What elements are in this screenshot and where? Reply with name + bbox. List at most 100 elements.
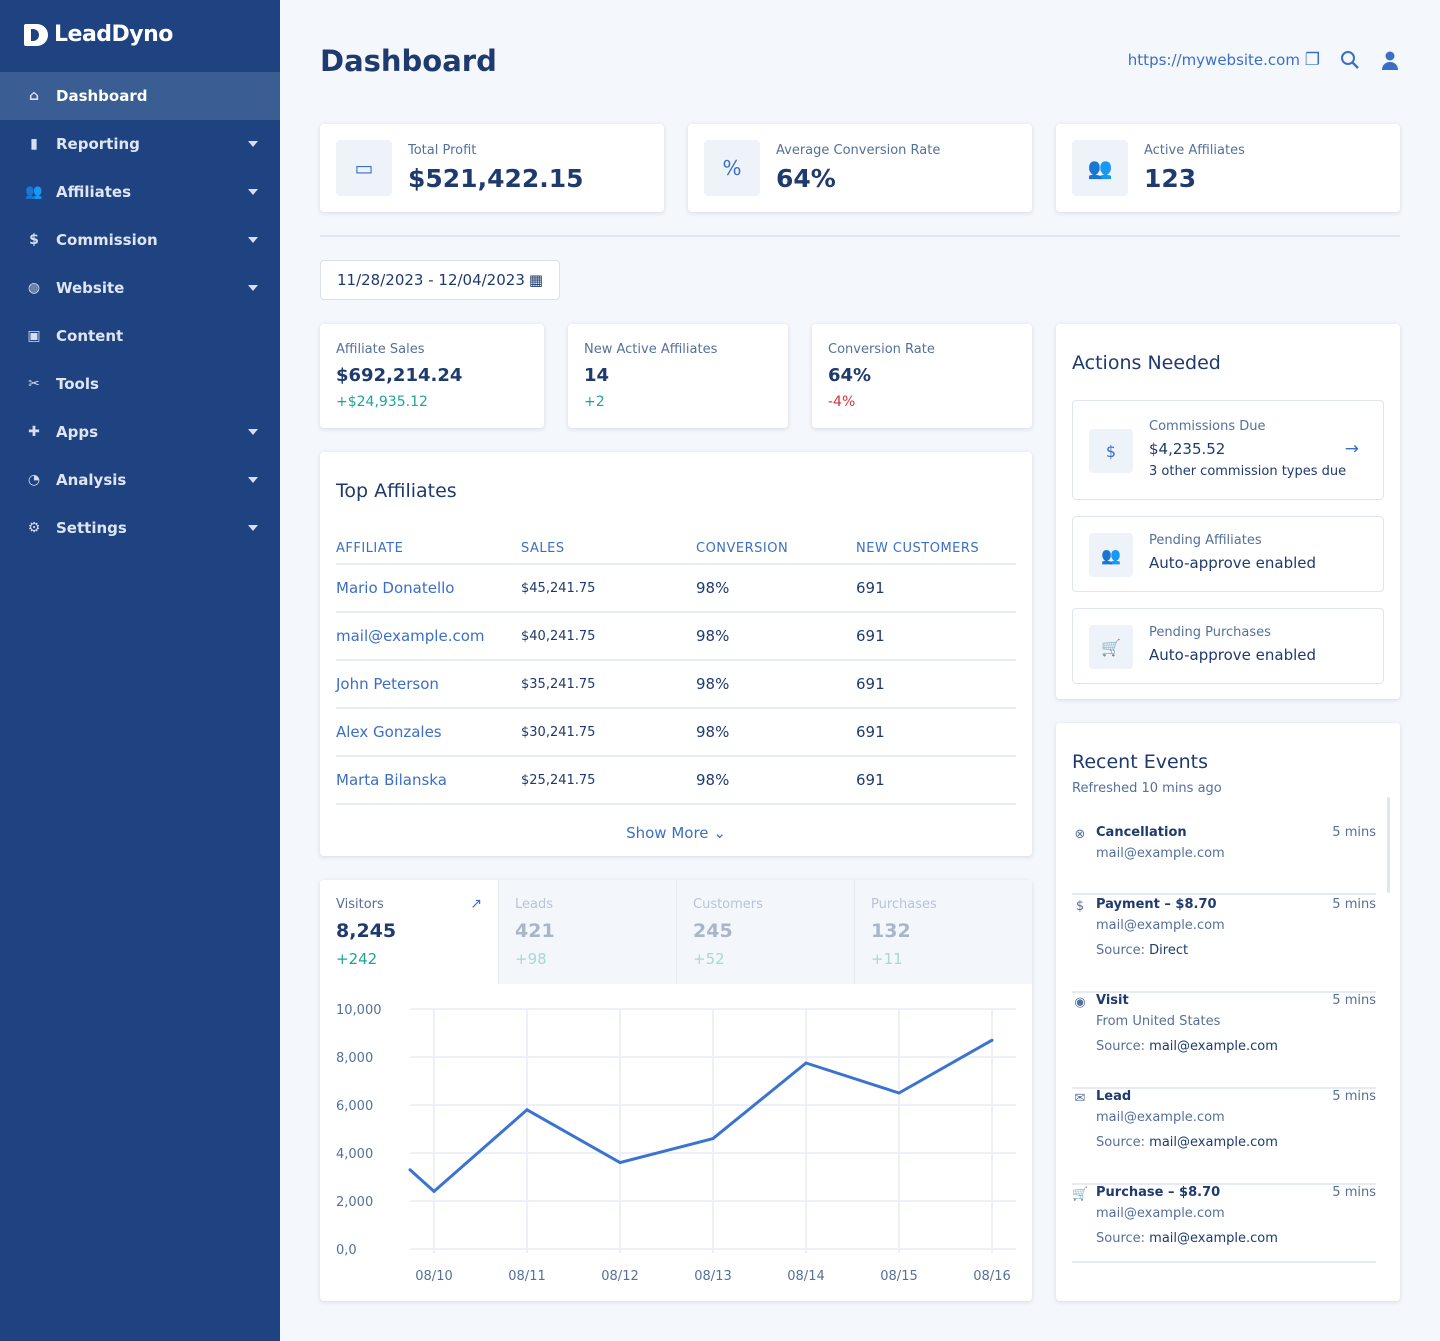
sidebar-item-affiliates[interactable]: 👥 Affiliates (0, 168, 280, 216)
external-link-icon[interactable]: ↗ (470, 896, 482, 912)
column-header[interactable]: CONVERSION (696, 534, 856, 565)
copy-icon[interactable]: ❐ (1304, 50, 1320, 70)
event-title: Purchase – $8.70 (1096, 1185, 1221, 1200)
event-title: Visit (1096, 993, 1129, 1008)
kpi-label: Total Profit (408, 143, 477, 158)
pie-chart-icon: ◔ (27, 472, 41, 488)
arrow-right-icon[interactable]: → (1344, 439, 1359, 459)
sidebar-item-reporting[interactable]: ▮ Reporting (0, 120, 280, 168)
website-link[interactable]: https://mywebsite.com ❐ (1128, 50, 1320, 70)
top-affiliates-table: AFFILIATE SALES CONVERSION NEW CUSTOMERS Mar… (336, 534, 1016, 805)
action-text: Commissions Due $4,235.52 3 other commissi… (1149, 401, 1346, 499)
table-cell: 691 (856, 708, 1016, 757)
brand-name: LeadDyno (54, 22, 173, 47)
tab-leads[interactable]: Leads 421 +98 (498, 880, 676, 984)
section-title: Top Affiliates (336, 480, 457, 502)
sidebar: LeadDyno ⌂ Dashboard ▮ Reporting 👥 Affiliates… (0, 0, 280, 1341)
y-tick-label: 2,000 (336, 1195, 373, 1210)
table-cell: $25,241.75 (521, 756, 696, 805)
kpi-text: Average Conversion Rate 64% (776, 143, 940, 193)
action-text: Pending Affiliates Auto-approve enabled (1149, 517, 1316, 591)
tab-visitors[interactable]: Visitors 8,245 +242 ↗ (320, 880, 498, 984)
action-label: Pending Purchases (1149, 625, 1271, 640)
tab-label: Customers (693, 897, 763, 912)
logo[interactable]: LeadDyno (24, 22, 173, 47)
gear-icon: ⚙ (27, 520, 41, 536)
stat-value: $692,214.24 (336, 365, 463, 386)
tab-customers[interactable]: Customers 245 +52 (676, 880, 854, 984)
percent-badge-icon: % (704, 140, 760, 196)
sidebar-item-analysis[interactable]: ◔ Analysis (0, 456, 280, 504)
column-header[interactable]: NEW CUSTOMERS (856, 534, 1016, 565)
event-source: Source: mail@example.com (1096, 1135, 1376, 1150)
affiliate-link[interactable]: John Peterson (336, 660, 521, 709)
event-detail: mail@example.com (1096, 1206, 1225, 1221)
event-time: 5 mins (1332, 1185, 1376, 1200)
sidebar-item-website[interactable]: ◍ Website (0, 264, 280, 312)
tab-label: Visitors (336, 897, 384, 912)
table-cell: 98% (696, 756, 856, 805)
user-icon[interactable] (1380, 50, 1400, 70)
event-title: Lead (1096, 1089, 1132, 1104)
sidebar-item-tools[interactable]: ✂ Tools (0, 360, 280, 408)
affiliate-link[interactable]: Marta Bilanska (336, 756, 521, 805)
refreshed-text: Refreshed 10 mins ago (1072, 781, 1222, 796)
action-label: Commissions Due (1149, 419, 1266, 434)
x-tick-label: 08/16 (973, 1269, 1010, 1284)
section-title: Recent Events (1072, 751, 1209, 773)
x-circle-icon: ⊗ (1074, 827, 1086, 842)
tab-delta: +242 (336, 950, 378, 968)
source-value: mail@example.com (1149, 1231, 1278, 1246)
event-item[interactable]: 🛒 Purchase – $8.70 5 mins mail@example.com S… (1072, 1185, 1376, 1263)
tab-label: Leads (515, 897, 554, 912)
tab-label: Purchases (871, 897, 937, 912)
event-item[interactable]: ◉ Visit 5 mins From United States Source: ma… (1072, 993, 1376, 1089)
table-cell: 98% (696, 612, 856, 661)
sidebar-item-settings[interactable]: ⚙ Settings (0, 504, 280, 552)
sidebar-item-label: Apps (56, 423, 99, 441)
users-icon: 👥 (25, 184, 43, 200)
table-cell: $35,241.75 (521, 660, 696, 709)
action-item-pending-affiliates[interactable]: 👥 Pending Affiliates Auto-approve enabled (1072, 516, 1384, 592)
action-label: Pending Affiliates (1149, 533, 1262, 548)
action-value: Auto-approve enabled (1149, 554, 1317, 572)
event-time: 5 mins (1332, 897, 1376, 912)
sidebar-item-apps[interactable]: ✚ Apps (0, 408, 280, 456)
wallet-icon: ▭ (336, 140, 392, 196)
affiliate-link[interactable]: mail@example.com (336, 612, 521, 661)
sidebar-item-label: Dashboard (56, 87, 148, 105)
event-item[interactable]: ⊗ Cancellation 5 mins mail@example.com (1072, 825, 1376, 895)
stat-label: Conversion Rate (828, 342, 935, 357)
chevron-down-icon: ⌄ (713, 824, 726, 842)
puzzle-icon: ✚ (28, 424, 40, 440)
event-source: Source: mail@example.com (1096, 1039, 1376, 1054)
affiliate-link[interactable]: Alex Gonzales (336, 708, 521, 757)
event-item[interactable]: ✉ Lead 5 mins mail@example.com Source: mail@… (1072, 1089, 1376, 1185)
action-item-commissions-due[interactable]: $ → Commissions Due $4,235.52 3 other commis… (1072, 400, 1384, 500)
y-tick-label: 6,000 (336, 1099, 373, 1114)
sidebar-item-dashboard[interactable]: ⌂ Dashboard (0, 72, 280, 120)
globe-icon: ◍ (27, 280, 41, 296)
caret-down-icon (248, 189, 258, 195)
date-range-picker[interactable]: 11/28/2023 - 12/04/2023 ▦ (320, 260, 560, 300)
tab-purchases[interactable]: Purchases 132 +11 (854, 880, 1032, 984)
tab-value: 421 (515, 920, 555, 942)
show-more-button[interactable]: Show More ⌄ (320, 824, 1032, 842)
x-tick-label: 08/13 (694, 1269, 731, 1284)
sidebar-item-commission[interactable]: $ Commission (0, 216, 280, 264)
event-time: 5 mins (1332, 1089, 1376, 1104)
table-row: Marta Bilanska $25,241.75 98% 691 (336, 756, 1016, 805)
column-header[interactable]: AFFILIATE (336, 534, 521, 565)
event-detail: mail@example.com (1096, 918, 1225, 933)
tab-value: 8,245 (336, 920, 397, 942)
sidebar-item-content[interactable]: ▣ Content (0, 312, 280, 360)
y-tick-label: 0,0 (336, 1243, 357, 1258)
affiliate-link[interactable]: Mario Donatello (336, 564, 521, 613)
action-item-pending-purchases[interactable]: 🛒 Pending Purchases Auto-approve enabled (1072, 608, 1384, 684)
column-header[interactable]: SALES (521, 534, 696, 565)
scrollbar[interactable] (1387, 797, 1390, 893)
search-icon[interactable] (1340, 50, 1360, 70)
source-label: Source: (1096, 943, 1146, 958)
metric-tabs: Visitors 8,245 +242 ↗ Leads 421 +98 Customers 24… (320, 880, 1032, 984)
event-item[interactable]: $ Payment – $8.70 5 mins mail@example.com So… (1072, 897, 1376, 993)
